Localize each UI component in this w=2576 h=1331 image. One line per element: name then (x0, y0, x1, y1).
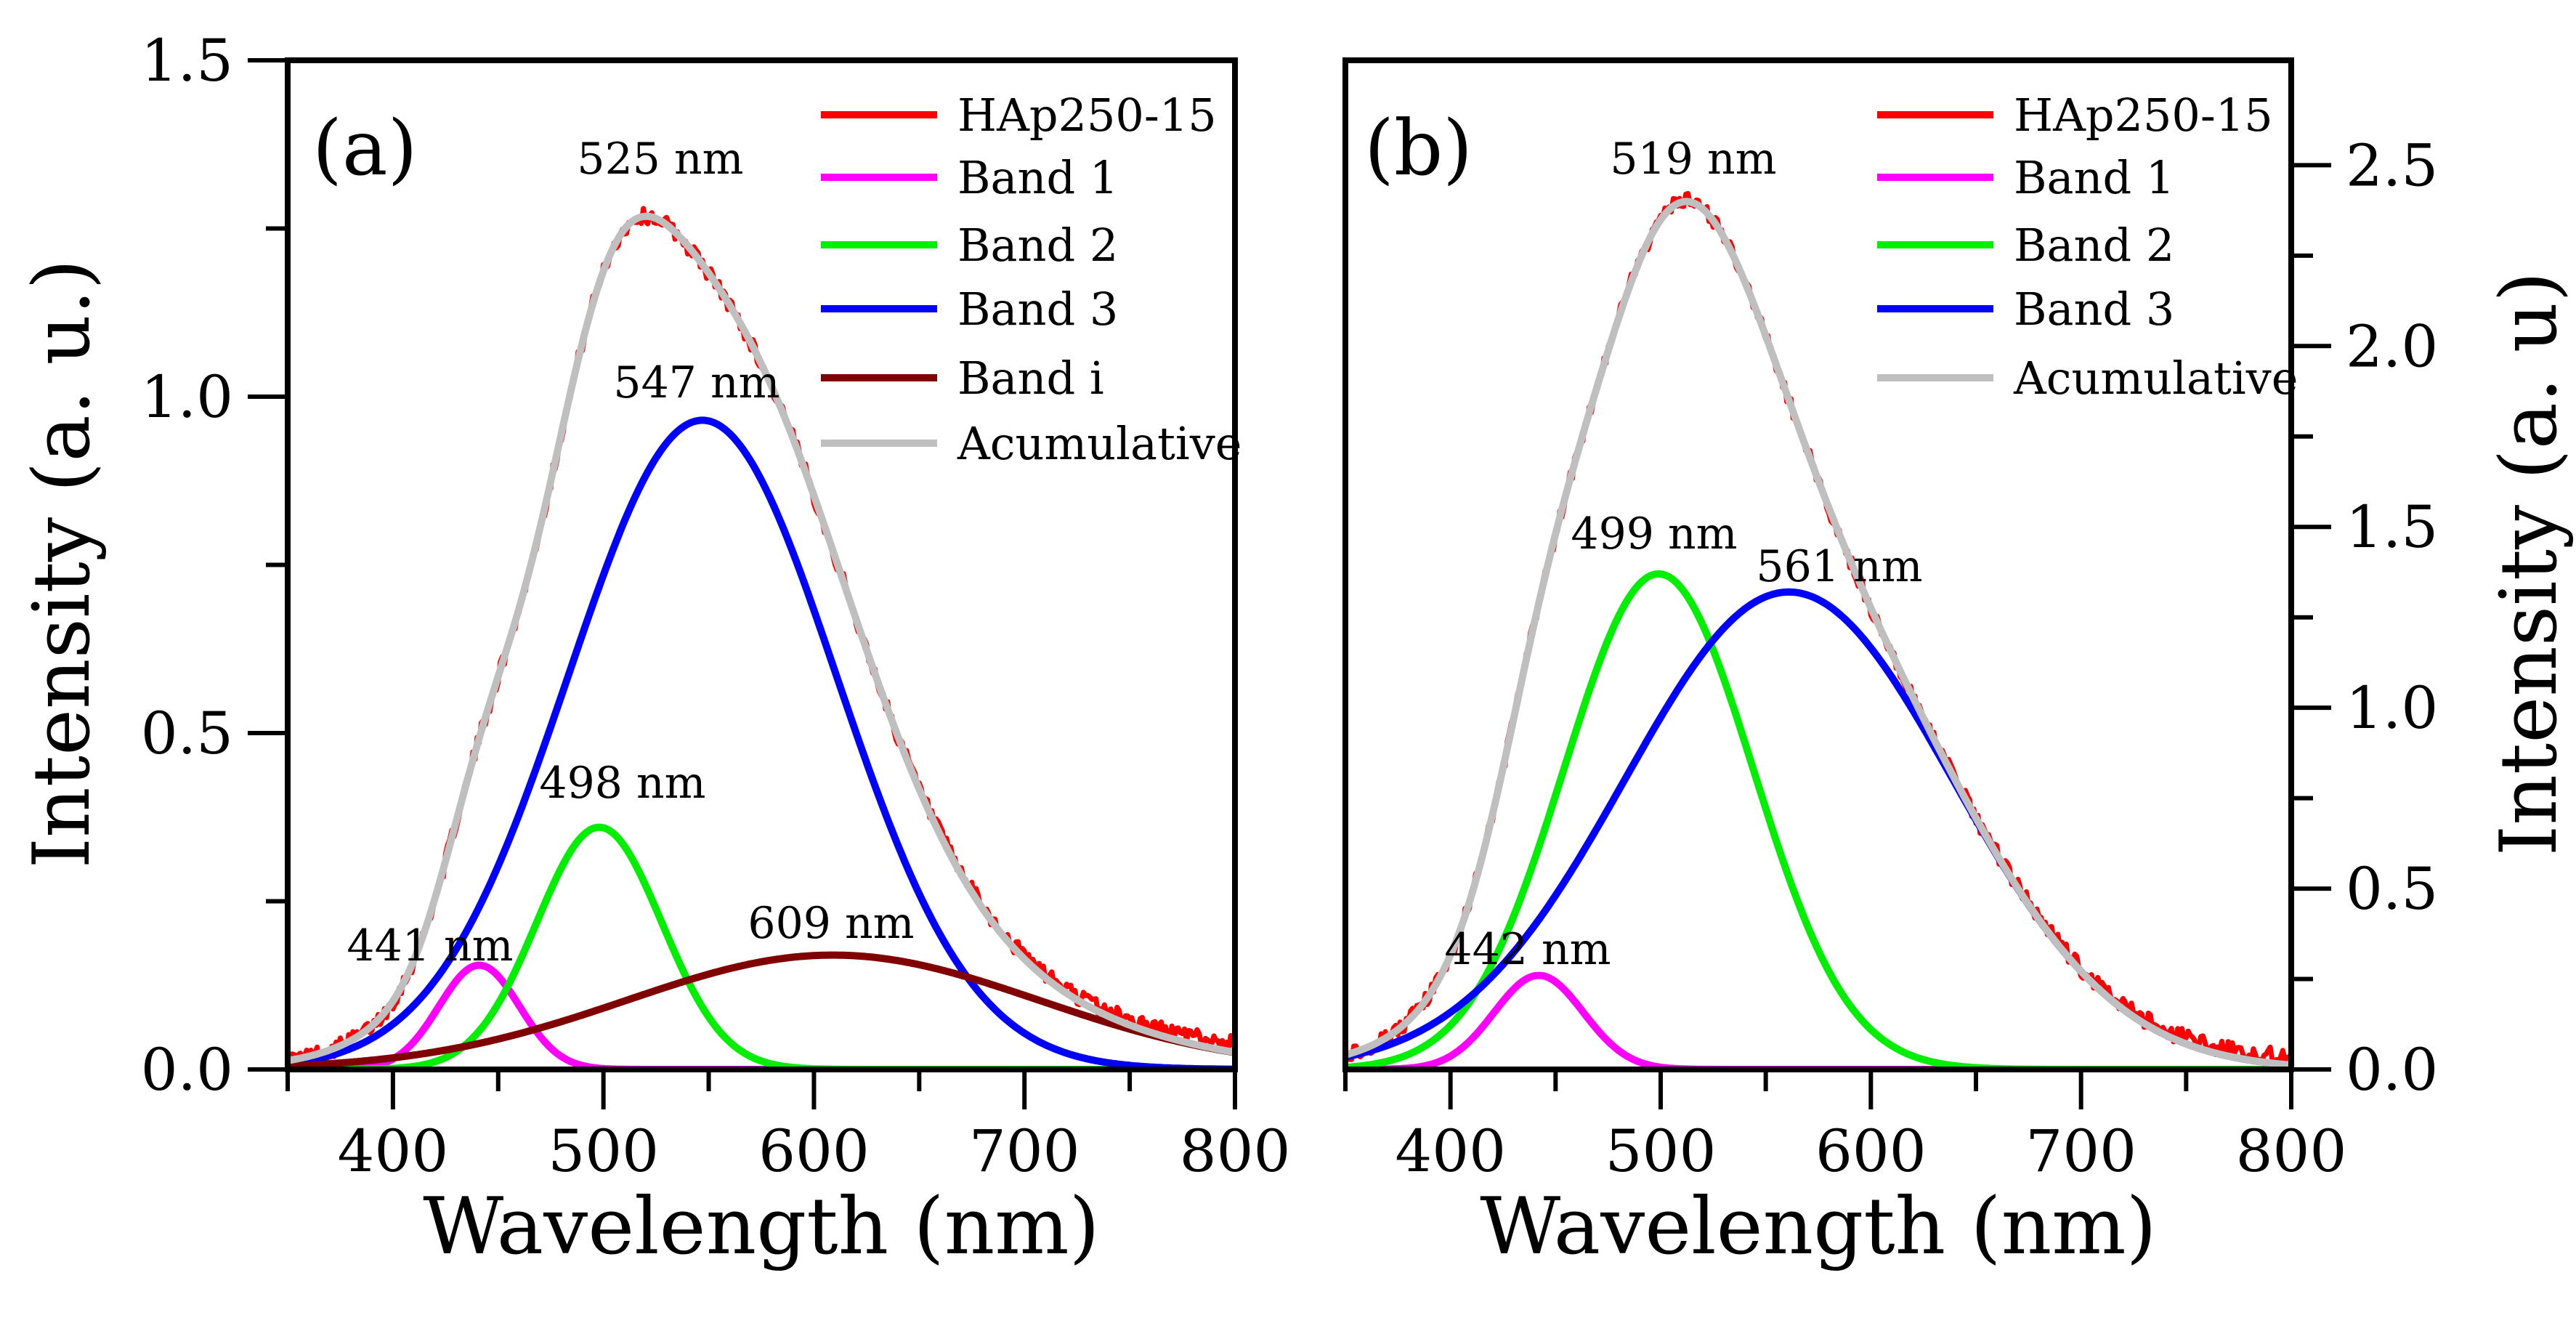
y-axis-title: Intensity (a. u) (2484, 272, 2575, 857)
y-tick-label: 0.0 (141, 1036, 233, 1104)
legend-label: Band i (957, 352, 1104, 405)
x-tick-label: 600 (758, 1117, 870, 1185)
x-tick-label: 800 (2236, 1117, 2347, 1185)
series-band-2 (288, 823, 1235, 1069)
panel-label: (a) (312, 104, 418, 193)
x-tick-label: 700 (2025, 1117, 2136, 1185)
y-tick-label: 1.5 (2346, 493, 2438, 561)
legend-label: Band 2 (957, 219, 1118, 272)
legend-label: Band 1 (2014, 151, 2174, 204)
legend-label: Acumulative (957, 417, 1242, 470)
peak-label: 441 nm (347, 921, 513, 971)
x-tick-label: 500 (1605, 1117, 1717, 1185)
x-tick-label: 800 (1180, 1117, 1291, 1185)
y-tick-label: 2.0 (2346, 312, 2438, 380)
peak-label: 442 nm (1444, 924, 1611, 975)
series-band-3 (288, 416, 1235, 1069)
x-axis-title: Wavelength (nm) (1480, 1181, 2157, 1272)
peak-label: 561 nm (1756, 541, 1922, 592)
y-tick-label: 1.0 (141, 363, 233, 431)
plot-frame (1342, 57, 2294, 1072)
series-acumulative (288, 212, 1235, 1064)
x-tick-label: 600 (1815, 1117, 1927, 1185)
y-tick-label: 0.5 (2346, 855, 2438, 923)
legend-label: Band 1 (957, 151, 1118, 204)
panel-label: (b) (1364, 104, 1473, 193)
y-tick-label: 1.5 (141, 27, 233, 94)
legend-label: Band 2 (2014, 219, 2174, 272)
series-band-1 (1345, 971, 2291, 1069)
x-tick-label: 400 (338, 1117, 449, 1185)
legend-label: Acumulative (2013, 352, 2298, 405)
x-tick-label: 500 (548, 1117, 659, 1185)
y-tick-label: 1.0 (2346, 674, 2438, 742)
y-axis-title: Intensity (a. u.) (17, 259, 108, 868)
legend-label: Band 3 (2014, 283, 2174, 336)
legend-label: HAp250-15 (2014, 89, 2273, 142)
peak-label: 519 nm (1610, 134, 1776, 185)
panel-b: 400 500 600 700 800 0.0 0.5 1.0 1.5 2.0 2.5 Wavelen… (1342, 57, 2575, 1272)
x-tick-label: 400 (1395, 1117, 1506, 1185)
series-band-i (288, 951, 1235, 1069)
y-tick-label: 0.0 (2346, 1036, 2438, 1104)
y-tick-label: 0.5 (141, 700, 233, 767)
peak-label: 525 nm (577, 134, 743, 185)
peak-label: 499 nm (1571, 509, 1737, 559)
x-axis-title: Wavelength (nm) (423, 1181, 1100, 1272)
legend-label: Band 3 (957, 283, 1118, 336)
peak-label: 609 nm (748, 898, 914, 949)
peak-label: 498 nm (539, 758, 705, 809)
x-tick-label: 700 (969, 1117, 1080, 1185)
series-band-2 (1345, 570, 2291, 1069)
panel-a: 400 500 600 700 800 0.0 0.5 1.0 1.5 Wavelength (n… (17, 27, 1290, 1272)
peak-label: 547 nm (613, 357, 779, 408)
series-band-1 (288, 961, 1235, 1069)
legend-label: HAp250-15 (957, 89, 1217, 142)
series-acumulative (1345, 198, 2291, 1069)
y-tick-label: 2.5 (2346, 132, 2438, 199)
